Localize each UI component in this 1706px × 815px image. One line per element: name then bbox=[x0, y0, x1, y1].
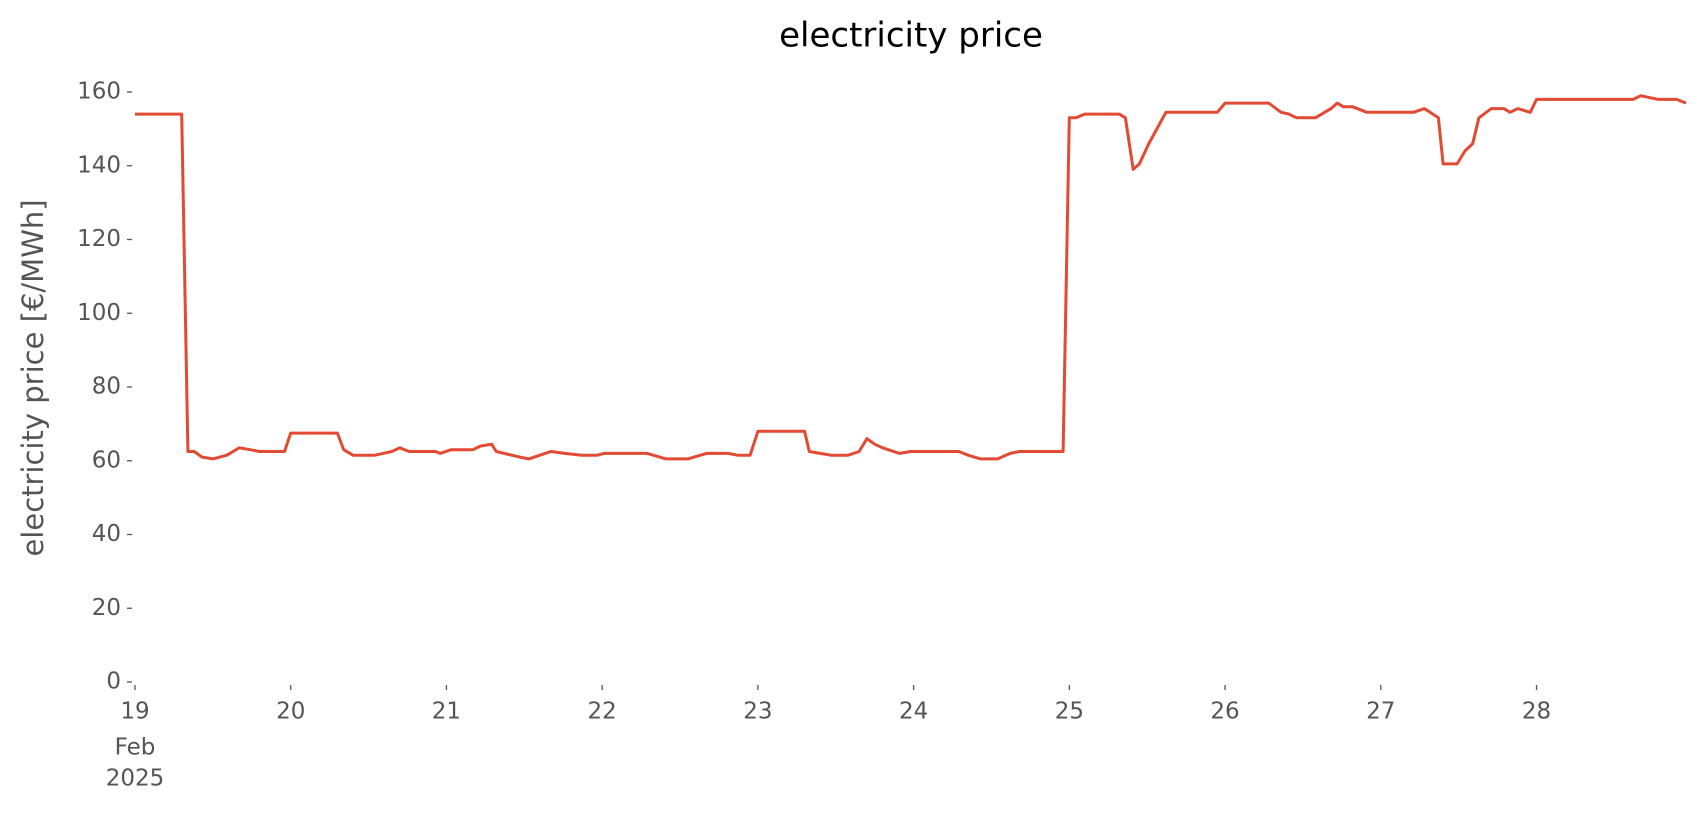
x-tick-label: 20 bbox=[276, 699, 305, 725]
y-tick-label: 120 bbox=[77, 226, 121, 252]
x-tick-label: 25 bbox=[1055, 699, 1084, 725]
x-tick-label: 28 bbox=[1522, 699, 1551, 725]
y-tick-label: 140 bbox=[77, 152, 121, 178]
y-tick-label: 100 bbox=[77, 300, 121, 326]
x-tick-sublabel: 2025 bbox=[106, 766, 165, 792]
x-tick-label: 21 bbox=[432, 699, 461, 725]
x-tick-sublabel: Feb bbox=[115, 735, 156, 761]
x-tick-label: 19 bbox=[120, 699, 149, 725]
x-tick-label: 26 bbox=[1210, 699, 1239, 725]
price-line bbox=[135, 94, 1687, 461]
y-tick-label: 80 bbox=[92, 374, 121, 400]
y-axis-label: electricity price [€/MWh] bbox=[16, 199, 50, 556]
y-tick-label: 60 bbox=[92, 447, 121, 473]
x-tick-label: 22 bbox=[588, 699, 617, 725]
chart-title: electricity price bbox=[779, 16, 1043, 56]
x-tick-label: 24 bbox=[899, 699, 928, 725]
x-tick-label: 27 bbox=[1366, 699, 1395, 725]
y-tick-label: 20 bbox=[92, 595, 121, 621]
y-tick-label: 0 bbox=[106, 669, 121, 695]
y-tick-label: 40 bbox=[92, 521, 121, 547]
x-tick-label: 23 bbox=[743, 699, 772, 725]
y-tick-label: 160 bbox=[77, 79, 121, 105]
